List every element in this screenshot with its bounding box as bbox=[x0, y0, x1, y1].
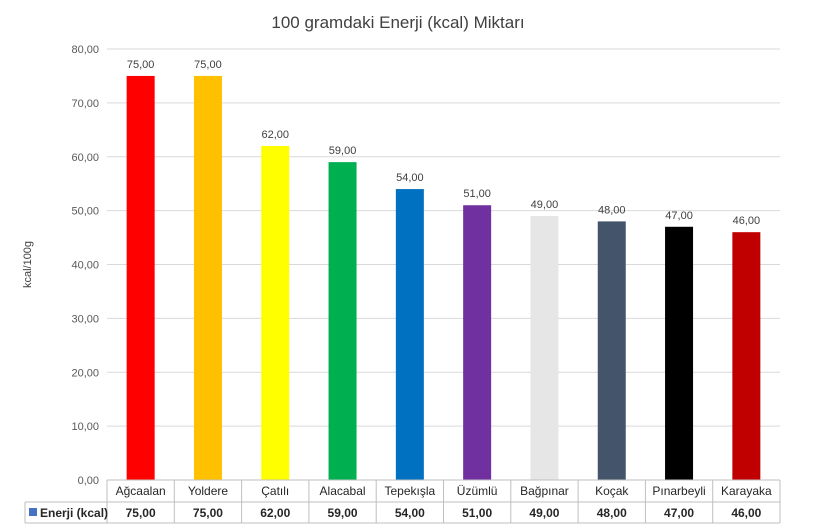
y-axis-label: kcal/100g bbox=[22, 241, 34, 288]
table-value: 48,00 bbox=[597, 506, 627, 520]
data-label: 59,00 bbox=[329, 145, 357, 157]
data-labels: 75,00 75,00 62,00 59,00 54,00 51,00 49,00 48,00… bbox=[127, 59, 760, 227]
x-category-label: Ağcaalan bbox=[116, 484, 166, 498]
table-value: 54,00 bbox=[395, 506, 425, 520]
table-value: 49,00 bbox=[529, 506, 559, 520]
bar-7 bbox=[597, 221, 626, 480]
y-tick-label: 10,00 bbox=[71, 421, 99, 433]
legend-marker bbox=[29, 508, 37, 516]
bar-2 bbox=[261, 145, 290, 480]
bars bbox=[126, 75, 761, 481]
table-value: 75,00 bbox=[193, 506, 223, 520]
x-category-label: Üzümlü bbox=[457, 484, 498, 498]
y-tick-label: 60,00 bbox=[71, 152, 99, 164]
x-category-label: Alacabal bbox=[320, 484, 366, 498]
data-label: 51,00 bbox=[463, 188, 491, 200]
x-category-label: Tepekışla bbox=[384, 484, 435, 498]
table-value: 59,00 bbox=[328, 506, 358, 520]
data-label: 62,00 bbox=[261, 129, 289, 141]
bar-9 bbox=[732, 232, 761, 480]
x-category-label: Pınarbeyli bbox=[652, 484, 705, 498]
bar-5 bbox=[463, 205, 492, 481]
table-value: 46,00 bbox=[731, 506, 761, 520]
x-category-label: Yoldere bbox=[188, 484, 229, 498]
data-label: 54,00 bbox=[396, 172, 424, 184]
table-value: 51,00 bbox=[462, 506, 492, 520]
data-label: 48,00 bbox=[598, 204, 626, 216]
data-table: Ağcaalan 75,00 Yoldere 75,00 Çatılı 62,00 Alac… bbox=[24, 479, 781, 524]
data-label: 49,00 bbox=[531, 199, 559, 211]
table-value: 47,00 bbox=[664, 506, 694, 520]
x-category-label: Karayaka bbox=[721, 484, 772, 498]
bar-1 bbox=[193, 75, 222, 480]
x-category-label: Çatılı bbox=[261, 484, 289, 498]
bar-8 bbox=[665, 226, 694, 480]
data-label: 75,00 bbox=[127, 59, 155, 71]
bar-0 bbox=[126, 75, 155, 480]
data-label: 75,00 bbox=[194, 59, 222, 71]
x-category-label: Bağpınar bbox=[520, 484, 569, 498]
bar-4 bbox=[395, 189, 424, 480]
y-tick-labels: 0,00 10,00 20,00 30,00 40,00 50,00 60,00 70,00 8… bbox=[71, 44, 99, 487]
table-value: 62,00 bbox=[260, 506, 290, 520]
bar-6 bbox=[530, 216, 559, 480]
chart-title: 100 gramdaki Enerji (kcal) Miktarı bbox=[271, 13, 524, 32]
data-label: 47,00 bbox=[665, 210, 693, 222]
y-tick-label: 30,00 bbox=[71, 313, 99, 325]
y-tick-label: 20,00 bbox=[71, 367, 99, 379]
x-category-label: Koçak bbox=[595, 484, 629, 498]
y-tick-label: 70,00 bbox=[71, 98, 99, 110]
legend-label: Enerji (kcal) bbox=[40, 506, 108, 520]
bar-3 bbox=[328, 162, 357, 480]
y-tick-label: 0,00 bbox=[78, 475, 99, 487]
table-value: 75,00 bbox=[126, 506, 156, 520]
y-tick-label: 80,00 bbox=[71, 44, 99, 56]
y-tick-label: 40,00 bbox=[71, 260, 99, 272]
y-tick-label: 50,00 bbox=[71, 206, 99, 218]
data-label: 46,00 bbox=[733, 215, 761, 227]
